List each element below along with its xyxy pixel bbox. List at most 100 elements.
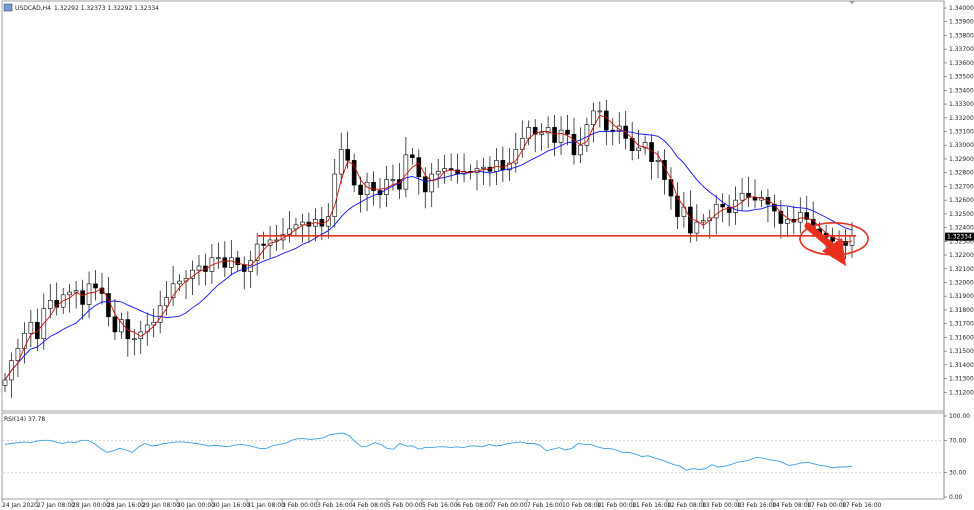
candle-body-up [132,338,137,341]
price-tick-label: 1.33500 [949,74,974,81]
candle-body-down [532,127,538,135]
price-tick-label: 1.32200 [949,252,974,259]
candle-body-down [688,206,693,234]
candle-body-down [675,195,680,217]
svg-text:1.32334: 1.32334 [947,234,972,241]
candle [164,281,169,316]
candle-body-down [410,154,415,158]
symbol-icon [3,3,13,12]
candle-body-up [655,160,661,163]
price-tick-label: 1.32700 [949,183,974,190]
price-tick-label: 1.31700 [949,321,974,328]
candle-body-up [157,305,163,323]
price-tick-label: 1.32900 [949,156,974,163]
candle-body-up [228,257,234,268]
price-tick-label: 1.32400 [949,225,974,232]
candle [739,178,745,212]
candle [642,135,648,155]
price-tick-label: 1.32800 [949,170,974,177]
candle [2,373,8,393]
candle [364,172,370,212]
candle [80,279,85,320]
candle-body-up [591,110,596,125]
price-tick-label: 1.31500 [949,348,974,355]
candle [254,233,260,276]
candle [429,163,435,207]
time-tick-label: 13 Feb 16:00 [737,502,777,509]
candle-body-up [429,173,435,193]
candle-body-up [47,300,53,309]
candle-body-up [390,179,396,181]
candle [332,158,338,228]
time-tick-label: 3 Feb 16:00 [317,502,353,509]
candle-body-up [364,181,370,195]
candle [300,213,305,243]
candle-body-down [93,283,98,289]
rsi-level-lines [3,439,943,474]
rsi-tick-label: 70.00 [949,437,966,444]
candle [93,270,98,301]
candle-body-down [552,127,557,143]
candle-body-down [35,321,40,340]
price-tick-label: 1.31600 [949,334,974,341]
candle-body-down [500,160,506,171]
candle [636,130,641,159]
time-tick-label: 4 Feb 08:00 [352,502,388,509]
candle-body-up [254,243,260,261]
main-chart-area[interactable] [1,0,945,412]
price-tick-label: 1.33600 [949,60,974,67]
candle [584,117,590,153]
time-tick-label: 30 Jan 16:00 [212,502,250,509]
price-tick-label: 1.33800 [949,32,974,39]
price-tick-label: 1.32000 [949,279,974,286]
candlestick-series [2,99,855,398]
time-tick-label: 24 Jan 2020 [2,502,38,509]
candle-body-up [170,283,176,298]
candle-body-up [545,127,551,134]
candle-body-up [785,219,790,224]
candle-body-up [403,154,409,190]
candle [351,153,357,192]
rsi-panel[interactable] [1,412,945,500]
time-tick-label: 17 Feb 16:00 [842,502,882,509]
price-tick-label: 1.33300 [949,101,974,108]
ma-fast-line [4,114,853,381]
candle-body-up [578,144,583,156]
candle [688,190,693,243]
price-tick-label: 1.33400 [949,87,974,94]
candle-body-down [112,316,118,333]
price-tick-label: 1.32300 [949,238,974,245]
down-arrow-icon[interactable] [804,222,846,266]
candle-body-up [164,297,169,307]
time-tick-label: 14 Feb 08:00 [772,502,812,509]
time-tick-label: 7 Feb 16:00 [527,502,563,509]
candle [565,115,570,146]
candle-body-up [642,142,648,149]
candle [519,120,525,158]
candle-body-down [843,241,848,246]
candle-body-up [216,257,221,260]
candle [170,266,176,306]
candle-body-up [507,162,512,171]
time-tick-label: 3 Feb 00:00 [282,502,318,509]
candle-body-down [604,110,609,131]
ma-slow-line [4,130,853,381]
candle-body-up [332,173,338,217]
candle-body-up [558,129,564,143]
price-tick-label: 1.32500 [949,211,974,218]
time-tick-label: 17 Feb 00:00 [807,502,847,509]
candle [720,193,725,223]
candle [552,115,557,157]
candle [700,213,706,229]
candle-body-down [235,257,241,265]
rsi-label: RSI(14) 37.78 [4,416,45,423]
candle-body-up [22,332,27,349]
candle-body-up [539,132,544,135]
candle-body-down [804,212,810,220]
candle-body-down [726,206,732,213]
symbol-header: USDCAD,H4 1.32292 1.32373 1.32292 1.3233… [3,3,159,12]
candle-body-down [358,184,363,195]
candle [571,117,577,165]
